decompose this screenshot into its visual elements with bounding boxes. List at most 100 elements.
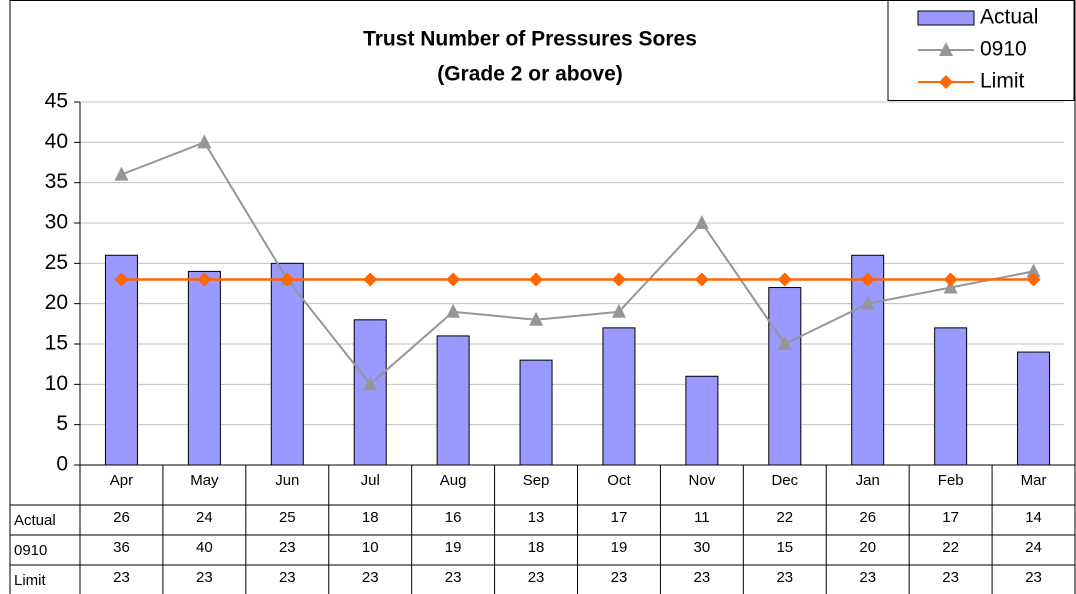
table-cell: 19 [611,539,628,556]
bar [685,375,719,466]
bar [187,270,221,466]
marker [446,303,461,318]
table-cell: 23 [362,569,379,586]
y-tick-label: 10 [45,372,68,395]
table-cell: 16 [445,509,462,526]
table-cell: 24 [196,509,213,526]
table-cell: 10 [362,539,379,556]
table-row-label: Actual [14,512,56,529]
y-tick-label: 25 [45,251,68,274]
bar [270,262,304,466]
x-tick-label: Feb [938,472,964,489]
table-cell: 30 [694,539,711,556]
marker [114,166,129,181]
x-tick-label: Apr [110,472,133,489]
legend-label: Limit [980,70,1025,93]
table-cell: 25 [279,509,296,526]
table-cell: 22 [776,509,793,526]
table-cell: 23 [113,569,130,586]
bar [104,254,138,466]
marker [1026,272,1041,287]
table-cell: 36 [113,539,130,556]
x-tick-label: Mar [1021,472,1047,489]
x-tick-label: Jan [856,472,880,489]
y-tick-label: 45 [45,90,68,113]
table-cell: 40 [196,539,213,556]
marker [860,295,875,310]
table-cell: 11 [694,509,710,526]
marker [446,272,461,287]
table-cell: 23 [1025,569,1042,586]
bar [1017,351,1051,466]
x-tick-label: Jun [275,472,299,489]
table-cell: 17 [611,509,628,526]
y-tick-label: 0 [56,453,68,476]
table-cell: 23 [942,569,959,586]
bar [519,359,553,466]
marker [197,272,212,287]
marker [197,134,212,149]
bar [602,327,636,466]
table-cell: 23 [611,569,628,586]
table-cell: 23 [694,569,711,586]
chart-title: Trust Number of Pressures Sores [363,28,697,51]
table-cell: 23 [196,569,213,586]
legend-marker [939,42,953,56]
table-cell: 24 [1025,539,1042,556]
x-tick-label: Dec [771,472,798,489]
x-tick-label: Aug [440,472,467,489]
table-cell: 20 [859,539,876,556]
x-tick-label: May [190,472,219,489]
table-row-label: 0910 [14,542,47,559]
table-cell: 18 [528,539,545,556]
table-row-label: Limit [14,572,47,589]
y-tick-label: 30 [45,211,68,234]
bar [768,287,802,466]
table-cell: 23 [445,569,462,586]
table-cell: 23 [859,569,876,586]
table-cell: 18 [362,509,379,526]
marker [694,215,709,229]
marker [694,272,709,287]
marker [943,272,958,287]
table-cell: 14 [1025,509,1042,526]
marker [280,272,295,287]
table-cell: 26 [113,509,130,526]
chart-subtitle: (Grade 2 or above) [437,63,623,86]
bar [934,327,968,466]
marker [529,272,544,287]
table-cell: 23 [279,539,296,556]
legend-label: Actual [980,6,1038,29]
x-tick-label: Oct [607,472,631,489]
y-tick-label: 20 [45,291,68,314]
y-tick-label: 5 [56,412,68,435]
x-tick-label: Sep [523,472,550,489]
marker [860,272,875,287]
y-tick-label: 35 [45,170,68,193]
marker [777,272,792,287]
marker [529,311,544,326]
marker [114,272,129,287]
table-cell: 23 [528,569,545,586]
table-cell: 22 [942,539,959,556]
legend-marker [939,75,953,89]
table-cell: 19 [445,539,462,556]
bar [851,254,885,466]
x-tick-label: Jul [361,472,380,489]
marker [611,272,626,287]
bar [436,335,470,466]
y-tick-label: 40 [45,130,68,153]
marker [943,279,958,294]
marker [777,336,792,350]
marker [1026,263,1041,278]
legend-swatch [917,10,975,26]
table-cell: 15 [776,539,793,556]
legend-label: 0910 [980,38,1027,61]
table-cell: 13 [528,509,545,526]
table-cell: 23 [776,569,793,586]
y-tick-label: 15 [45,332,68,355]
series-line [121,141,1034,386]
table-cell: 23 [279,569,296,586]
